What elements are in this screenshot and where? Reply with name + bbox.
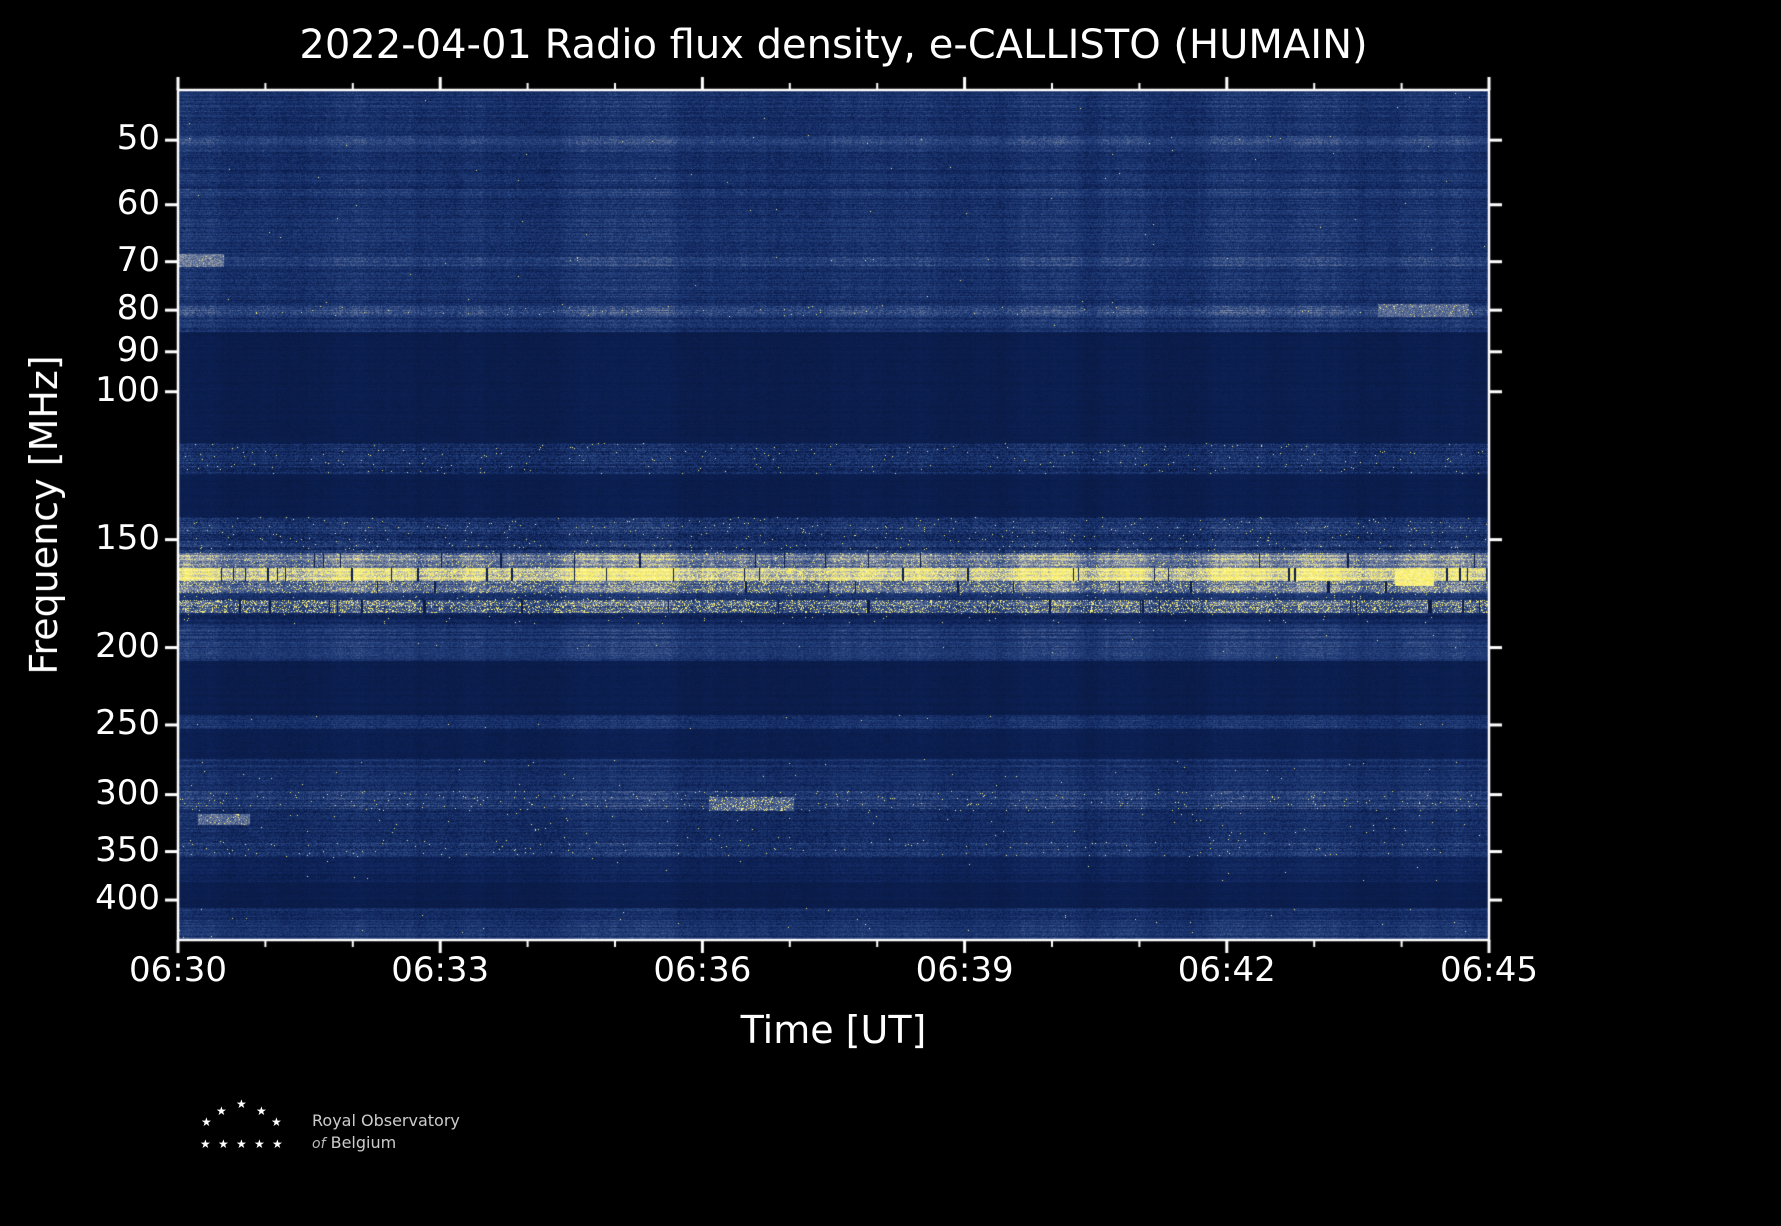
y-tick-label: 150	[95, 517, 160, 558]
rob-logo-line1: Royal Observatory	[312, 1111, 460, 1130]
x-tick-label: 06:30	[129, 950, 227, 990]
star-icon: ★	[271, 1115, 282, 1129]
x-tick-label: 06:36	[653, 950, 752, 990]
x-tick-label: 06:42	[1177, 950, 1276, 990]
y-tick-label: 60	[116, 182, 160, 223]
rob-logo-text: Royal Observatory of Belgium	[312, 1110, 460, 1155]
rob-logo: ★ ★ ★ ★ ★ ★ ★ ★ ★ ★	[192, 1098, 292, 1158]
x-tick-label: 06:45	[1440, 950, 1538, 990]
star-icon: ★	[236, 1097, 247, 1111]
star-icon: ★	[254, 1137, 265, 1151]
x-axis-label: Time [UT]	[740, 1008, 927, 1052]
star-icon: ★	[236, 1137, 247, 1151]
star-icon: ★	[201, 1115, 212, 1129]
y-tick-label: 50	[116, 118, 160, 159]
y-tick-label: 100	[95, 369, 160, 410]
y-tick-label: 80	[116, 288, 160, 329]
star-icon: ★	[256, 1104, 267, 1118]
y-tick-label: 90	[116, 329, 160, 370]
rob-logo-line2: of Belgium	[312, 1133, 397, 1152]
y-tick-label: 400	[95, 878, 160, 919]
spectrogram-canvas	[178, 90, 1489, 940]
y-tick-label: 300	[95, 772, 160, 813]
star-icon: ★	[216, 1104, 227, 1118]
star-icon: ★	[218, 1137, 229, 1151]
chart-title: 2022-04-01 Radio flux density, e-CALLIST…	[299, 22, 1368, 68]
y-tick-label: 350	[95, 829, 160, 870]
y-tick-label: 200	[95, 625, 160, 666]
y-tick-label: 250	[95, 702, 160, 743]
star-icon: ★	[272, 1137, 283, 1151]
star-icon: ★	[200, 1137, 211, 1151]
y-tick-label: 70	[116, 239, 160, 280]
x-tick-label: 06:33	[391, 950, 490, 990]
x-tick-label: 06:39	[915, 950, 1014, 990]
